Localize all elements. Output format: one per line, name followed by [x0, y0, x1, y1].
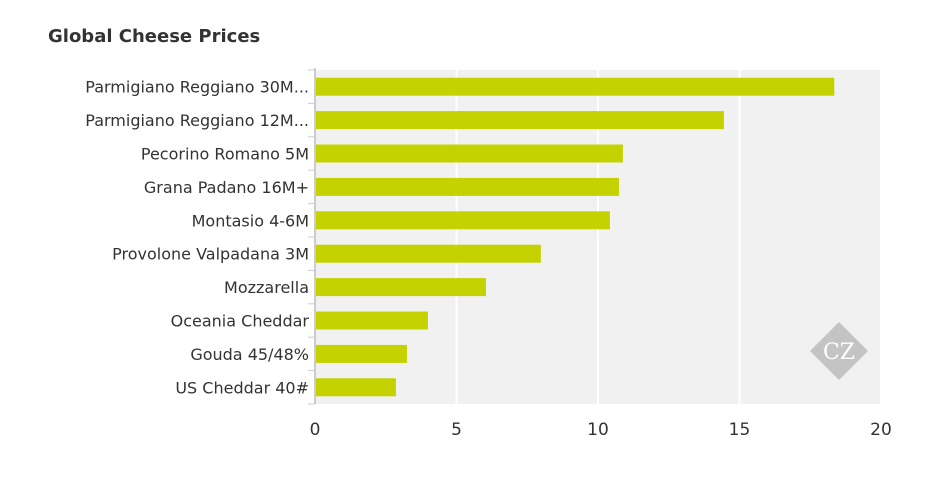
category-label: Mozzarella [224, 278, 309, 297]
x-tick-label: 10 [587, 420, 609, 440]
category-label: Pecorino Romano 5M [141, 145, 309, 164]
category-label: Parmigiano Reggiano 30M... [85, 78, 309, 97]
watermark-logo: CZ [810, 322, 868, 380]
category-label: Grana Padano 16M+ [144, 178, 309, 197]
bar [316, 311, 428, 330]
bar [316, 77, 835, 96]
bar [316, 144, 623, 163]
bar [316, 344, 407, 363]
category-label: Gouda 45/48% [190, 345, 309, 364]
diamond-shape [810, 322, 868, 380]
bar [316, 111, 724, 130]
bar [316, 244, 541, 263]
bar [316, 211, 610, 230]
x-tick-label: 15 [729, 420, 751, 440]
category-label: Oceania Cheddar [171, 312, 310, 331]
category-label: Montasio 4-6M [192, 211, 309, 230]
x-tick-label: 5 [451, 420, 462, 440]
chart-title: Global Cheese Prices [48, 26, 261, 47]
x-tick-label: 0 [310, 420, 321, 440]
category-label: US Cheddar 40# [175, 378, 309, 397]
x-tick-label: 20 [870, 420, 892, 440]
category-label: Parmigiano Reggiano 12M... [85, 111, 309, 130]
bar [316, 278, 486, 297]
category-label: Provolone Valpadana 3M [112, 245, 309, 264]
bar [316, 177, 619, 196]
watermark-text: CZ [823, 340, 855, 365]
bar [316, 378, 396, 397]
